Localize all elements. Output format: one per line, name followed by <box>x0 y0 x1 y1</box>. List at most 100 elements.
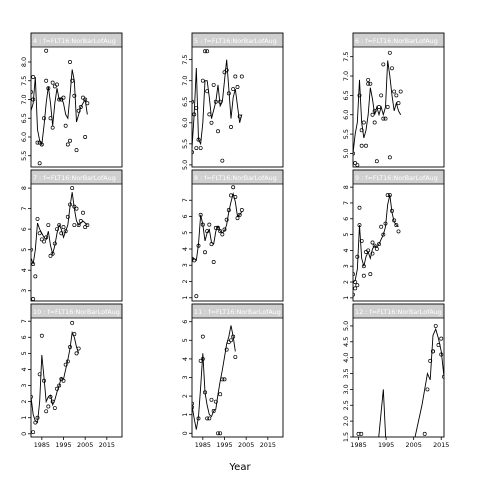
data-point <box>76 346 81 351</box>
data-point <box>207 222 212 227</box>
data-point <box>85 101 90 106</box>
y-tick-label: 7.0 <box>342 71 350 81</box>
data-point <box>359 238 364 243</box>
x-tick-label: 1985 <box>350 441 366 449</box>
data-point <box>392 218 397 223</box>
y-tick-label: 1 <box>342 296 350 300</box>
data-point <box>428 358 433 363</box>
data-point <box>390 66 394 71</box>
data-point <box>218 431 223 436</box>
data-point <box>50 399 55 404</box>
y-tick-label: 7.5 <box>20 76 28 86</box>
x-axis-label: Year <box>228 462 251 473</box>
data-point <box>74 148 79 153</box>
y-tick-label: 7.5 <box>342 52 350 62</box>
data-point <box>431 349 435 354</box>
data-point <box>39 142 44 147</box>
panel-8: 9 : f=FLT16:NorBarLofAug 1 2 3 4 5 6 7 8 <box>342 169 445 302</box>
data-point <box>200 356 205 361</box>
data-point <box>65 214 70 219</box>
x-tick-label: 2005 <box>238 441 254 449</box>
data-point <box>83 97 88 102</box>
panels-group: 4 : f=FLT16:NorBarLofAug 5.5 6.0 6.5 7.0 7.5 8… <box>20 32 449 449</box>
data-point <box>390 208 394 213</box>
data-point <box>359 128 364 133</box>
data-point <box>70 78 75 83</box>
data-point <box>76 223 81 227</box>
data-point <box>65 359 70 364</box>
data-point <box>35 216 40 221</box>
y-tick-label: 5.0 <box>342 148 350 158</box>
data-point <box>203 390 207 395</box>
y-tick-label: 5.5 <box>181 139 189 149</box>
data-point <box>211 260 216 264</box>
data-point <box>198 146 203 150</box>
panel-title: 4 : f=FLT16:NorBarLofAug <box>33 37 116 45</box>
data-point <box>233 74 238 79</box>
data-point <box>383 116 388 121</box>
data-point <box>194 106 199 111</box>
panel-frame <box>352 169 445 302</box>
data-point <box>235 216 240 221</box>
data-point <box>218 99 223 104</box>
data-point <box>194 294 199 299</box>
data-point <box>425 387 430 392</box>
data-point <box>387 50 392 55</box>
data-point <box>31 90 33 94</box>
y-tick-label: 7.5 <box>181 55 189 65</box>
data-point <box>229 193 233 198</box>
panel-title: 6 : f=FLT16:NorBarLofAug <box>355 37 438 45</box>
data-point <box>200 222 205 227</box>
series-line <box>192 325 236 430</box>
data-point <box>220 232 225 237</box>
panel-frame <box>191 169 284 302</box>
data-point <box>361 264 366 269</box>
data-point <box>72 93 77 98</box>
data-point <box>353 151 355 156</box>
data-point <box>200 78 205 83</box>
data-point <box>68 60 72 64</box>
data-point <box>387 155 392 160</box>
data-point <box>377 242 381 247</box>
panel-strip <box>353 33 444 47</box>
data-point <box>63 362 68 367</box>
y-tick-label: 5.5 <box>342 129 350 139</box>
y-tick-label: 7 <box>342 201 350 205</box>
y-tick-label: 3 <box>181 375 189 379</box>
data-point <box>31 247 33 252</box>
data-point <box>63 123 68 128</box>
data-point <box>57 383 62 388</box>
data-point <box>33 274 38 279</box>
data-point <box>68 345 72 349</box>
data-point <box>439 336 444 341</box>
series-line <box>31 192 88 265</box>
panel-7: 6 : f=FLT16:NorBarLofAug 5.0 5.5 6.0 6.5 7.0 7… <box>342 32 445 168</box>
data-point <box>357 93 362 98</box>
data-point <box>213 99 218 104</box>
data-point <box>78 218 83 223</box>
panel-title: 12 : f=FLT16:NorBarLofAug <box>355 308 442 316</box>
y-tick-label: 6 <box>181 320 189 324</box>
data-point <box>211 82 216 87</box>
data-point <box>366 77 371 82</box>
data-point <box>65 142 70 147</box>
data-point <box>381 116 386 121</box>
data-point <box>83 135 88 139</box>
panel-5: 8 : f=FLT16:NorBarLofAug 1 2 3 4 5 6 7 <box>181 169 284 302</box>
data-point <box>220 377 225 382</box>
data-point <box>35 140 40 145</box>
data-point <box>226 91 231 96</box>
y-tick-label: 8.0 <box>20 57 28 67</box>
data-point <box>55 82 59 87</box>
data-point <box>231 185 236 190</box>
data-point <box>31 297 36 301</box>
y-tick-label: 6.0 <box>181 118 189 128</box>
y-tick-label: 6.0 <box>342 110 350 120</box>
x-tick-label: 2005 <box>406 441 422 449</box>
data-point <box>192 112 197 117</box>
data-point <box>372 120 377 125</box>
y-tick-label: 5 <box>342 233 350 237</box>
panel-frame <box>352 32 445 168</box>
data-point <box>35 415 40 420</box>
x-tick-label: 1985 <box>195 441 211 449</box>
